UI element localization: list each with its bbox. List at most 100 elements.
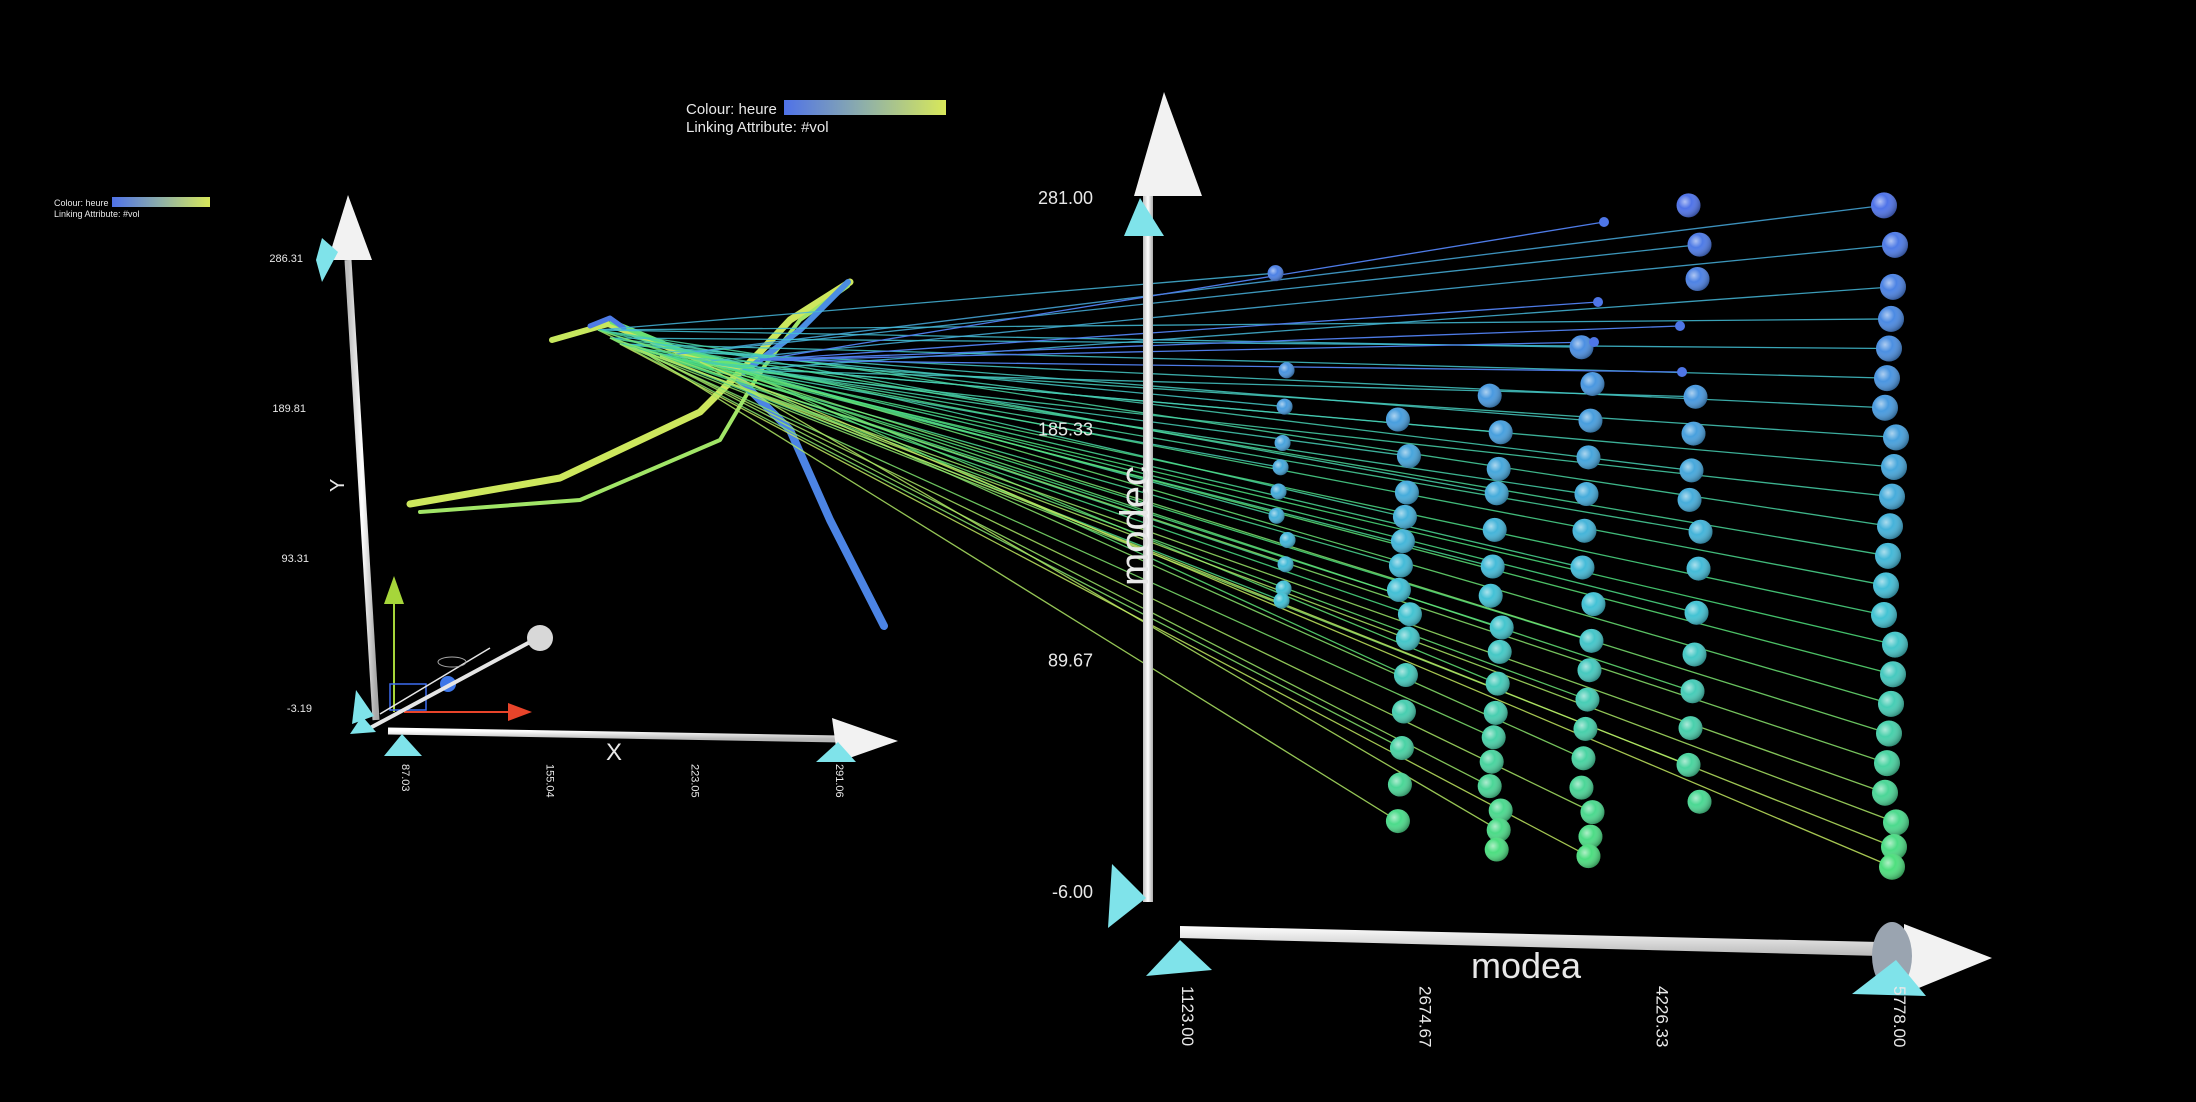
- data-point[interactable]: [1593, 297, 1603, 307]
- data-point-shade: [1278, 362, 1295, 379]
- data-point-shade: [1580, 800, 1605, 825]
- data-point-shade: [1878, 690, 1904, 717]
- data-point-shade: [1484, 481, 1509, 506]
- small-y-axis[interactable]: Y: [316, 195, 380, 724]
- main-x-ticks: 1123.00 2674.67 4226.33 5778.00: [1178, 986, 1909, 1047]
- main-x-axis-min-cone[interactable]: [1146, 940, 1212, 976]
- data-point[interactable]: [1677, 367, 1687, 377]
- data-point-shade: [1875, 542, 1901, 569]
- data-point-shade: [1477, 774, 1502, 799]
- main-y-axis-max-cone[interactable]: [1124, 198, 1164, 236]
- data-point-shade: [1387, 772, 1412, 797]
- small-x-axis-min-cone[interactable]: [384, 734, 422, 756]
- main-x-tick-label: 5778.00: [1890, 986, 1909, 1047]
- data-point-shade: [1679, 458, 1704, 483]
- main-y-tick-label: -6.00: [1052, 882, 1093, 902]
- data-point-shade: [1389, 736, 1414, 761]
- link-line: [739, 369, 1892, 705]
- data-point-shade: [1676, 193, 1701, 218]
- link-line: [597, 329, 1891, 527]
- main-y-tick-label: 185.33: [1038, 419, 1093, 439]
- small-x-ticks: 87.03 155.04 223.05 291.06: [399, 764, 845, 798]
- trajectory-ribbon: [736, 376, 888, 630]
- data-point-shade: [1572, 518, 1597, 543]
- data-point-shade: [1874, 365, 1900, 392]
- data-point-shade: [1397, 602, 1422, 627]
- data-point-shade: [1482, 517, 1507, 542]
- data-point-shade: [1878, 305, 1904, 332]
- data-point-shade: [1388, 553, 1413, 578]
- small-y-ticks: 286.31 189.81 93.31 -3.19: [269, 253, 312, 715]
- data-point-shade: [1682, 642, 1707, 667]
- data-point-shade: [1876, 720, 1902, 747]
- data-point-shade: [1879, 853, 1905, 880]
- trajectory-plot: Colour: heure Linking Attribute: #vol Y …: [54, 195, 898, 798]
- link-line: [639, 349, 1885, 616]
- main-x-axis[interactable]: modea: [1146, 922, 1992, 996]
- data-point-shade: [1580, 371, 1605, 396]
- main-y-tick-label: 281.00: [1038, 188, 1093, 208]
- main-x-axis-max-cone[interactable]: [1852, 960, 1926, 996]
- data-point-shade: [1267, 265, 1284, 282]
- link-line: [699, 361, 1500, 831]
- data-points: [1267, 192, 1909, 880]
- data-point-shade: [1688, 519, 1713, 544]
- link-line: [609, 337, 1592, 642]
- data-point-shade: [1882, 231, 1908, 258]
- main-y-axis[interactable]: modec: [1108, 92, 1202, 928]
- legend-gradient-bar: [784, 100, 946, 115]
- data-point-shade: [1576, 844, 1601, 869]
- data-point-shade: [1581, 592, 1606, 617]
- data-point-shade: [1683, 384, 1708, 409]
- trajectory-ribbon: [587, 315, 627, 331]
- data-point[interactable]: [1675, 321, 1685, 331]
- link-line: [699, 361, 1893, 868]
- link-line: [639, 349, 1399, 822]
- main-x-tick-label: 2674.67: [1415, 986, 1434, 1047]
- data-point-shade: [1391, 699, 1416, 724]
- link-line: [619, 343, 1589, 857]
- data-point-shade: [1486, 456, 1511, 481]
- data-point-shade: [1687, 789, 1712, 814]
- main-x-axis-label: modea: [1471, 945, 1582, 986]
- legend-colour-label: Colour: heure: [686, 101, 777, 118]
- data-point-shade: [1687, 232, 1712, 257]
- data-point-shade: [1872, 779, 1898, 806]
- link-line: [639, 349, 1588, 701]
- data-point-shade: [1481, 725, 1506, 750]
- data-point-shade: [1272, 459, 1289, 476]
- data-point-shade: [1881, 453, 1907, 480]
- link-line: [659, 243, 1700, 357]
- small-x-axis-max-cone[interactable]: [816, 742, 856, 762]
- link-line: [619, 343, 1886, 794]
- small-y-tick-label: 189.81: [272, 403, 306, 415]
- data-point-shade: [1273, 592, 1290, 609]
- small-y-axis-max-cone[interactable]: [316, 238, 338, 282]
- data-point[interactable]: [1589, 337, 1599, 347]
- data-point-shade: [1883, 424, 1909, 451]
- link-line: [759, 221, 1605, 361]
- data-point[interactable]: [1599, 217, 1609, 227]
- link-line: [699, 361, 1697, 614]
- small-x-axis[interactable]: X: [384, 718, 898, 766]
- axis-gizmo[interactable]: [350, 576, 553, 734]
- link-line: [609, 337, 1494, 738]
- data-point-shade: [1483, 700, 1508, 725]
- data-point-shade: [1883, 809, 1909, 836]
- data-point-shade: [1871, 192, 1897, 219]
- main-y-axis-min-cone[interactable]: [1108, 864, 1146, 928]
- data-point-shade: [1274, 434, 1291, 451]
- link-line: [597, 272, 1276, 331]
- gizmo-handle-sphere[interactable]: [527, 625, 553, 651]
- data-point-shade: [1680, 679, 1705, 704]
- data-point-shade: [1275, 580, 1292, 597]
- data-point-shade: [1873, 572, 1899, 599]
- small-y-axis-min-cone[interactable]: [352, 690, 374, 724]
- small-legend: Colour: heure Linking Attribute: #vol: [54, 197, 210, 219]
- data-point-shade: [1277, 556, 1294, 573]
- data-point-shade: [1576, 445, 1601, 470]
- gizmo-y-arrow-head: [384, 576, 404, 604]
- link-line: [759, 341, 1595, 361]
- small-x-tick-label: 223.05: [688, 764, 700, 798]
